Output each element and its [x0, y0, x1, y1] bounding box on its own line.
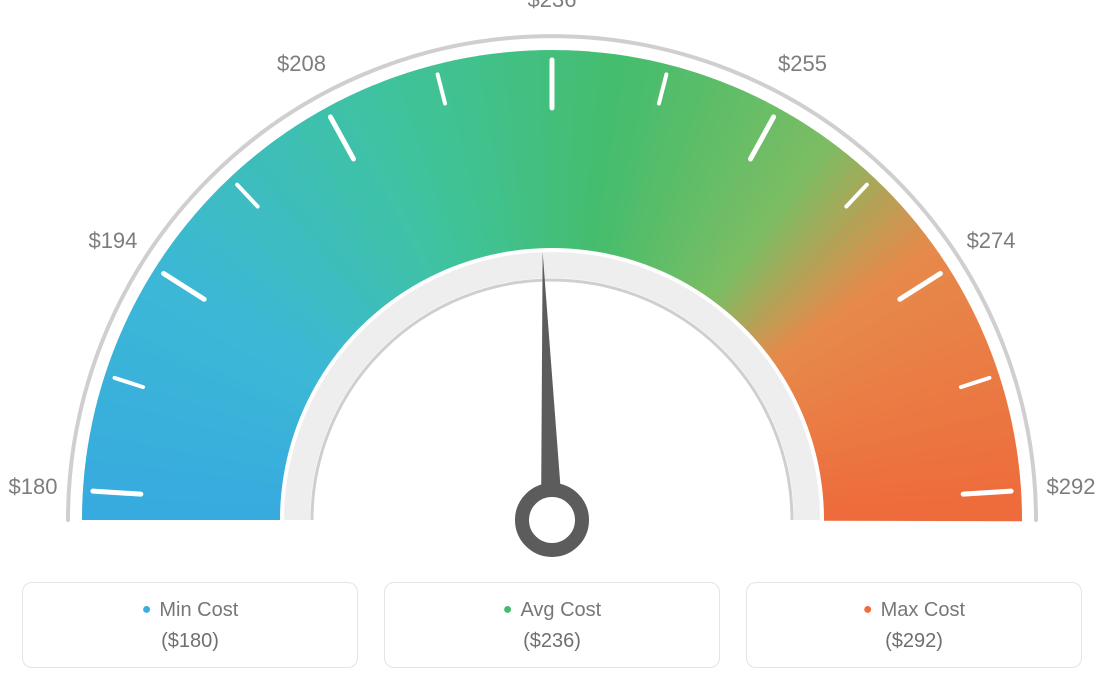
legend-min-title: Min Cost — [33, 599, 347, 622]
legend-row: Min Cost ($180) Avg Cost ($236) Max Cost… — [0, 582, 1104, 668]
gauge-hub — [522, 490, 582, 550]
legend-min-value: ($180) — [33, 630, 347, 653]
legend-card-min: Min Cost ($180) — [22, 582, 358, 668]
gauge-tick-label: $236 — [528, 0, 577, 13]
gauge-tick-label: $274 — [967, 228, 1016, 254]
gauge-tick-label: $194 — [88, 228, 137, 254]
gauge-tick-major — [93, 491, 141, 494]
legend-avg-value: ($236) — [395, 630, 709, 653]
gauge-tick-label: $208 — [277, 51, 326, 77]
legend-max-value: ($292) — [757, 630, 1071, 653]
cost-gauge: $180 $194 $208 $236 $255 $274 $292 — [0, 0, 1104, 560]
legend-max-title: Max Cost — [757, 599, 1071, 622]
legend-avg-title: Avg Cost — [395, 599, 709, 622]
gauge-tick-label: $180 — [9, 474, 58, 500]
gauge-needle — [541, 252, 563, 520]
legend-card-avg: Avg Cost ($236) — [384, 582, 720, 668]
legend-card-max: Max Cost ($292) — [746, 582, 1082, 668]
gauge-tick-label: $292 — [1046, 474, 1095, 500]
gauge-tick-major — [963, 491, 1011, 494]
gauge-tick-label: $255 — [778, 51, 827, 77]
